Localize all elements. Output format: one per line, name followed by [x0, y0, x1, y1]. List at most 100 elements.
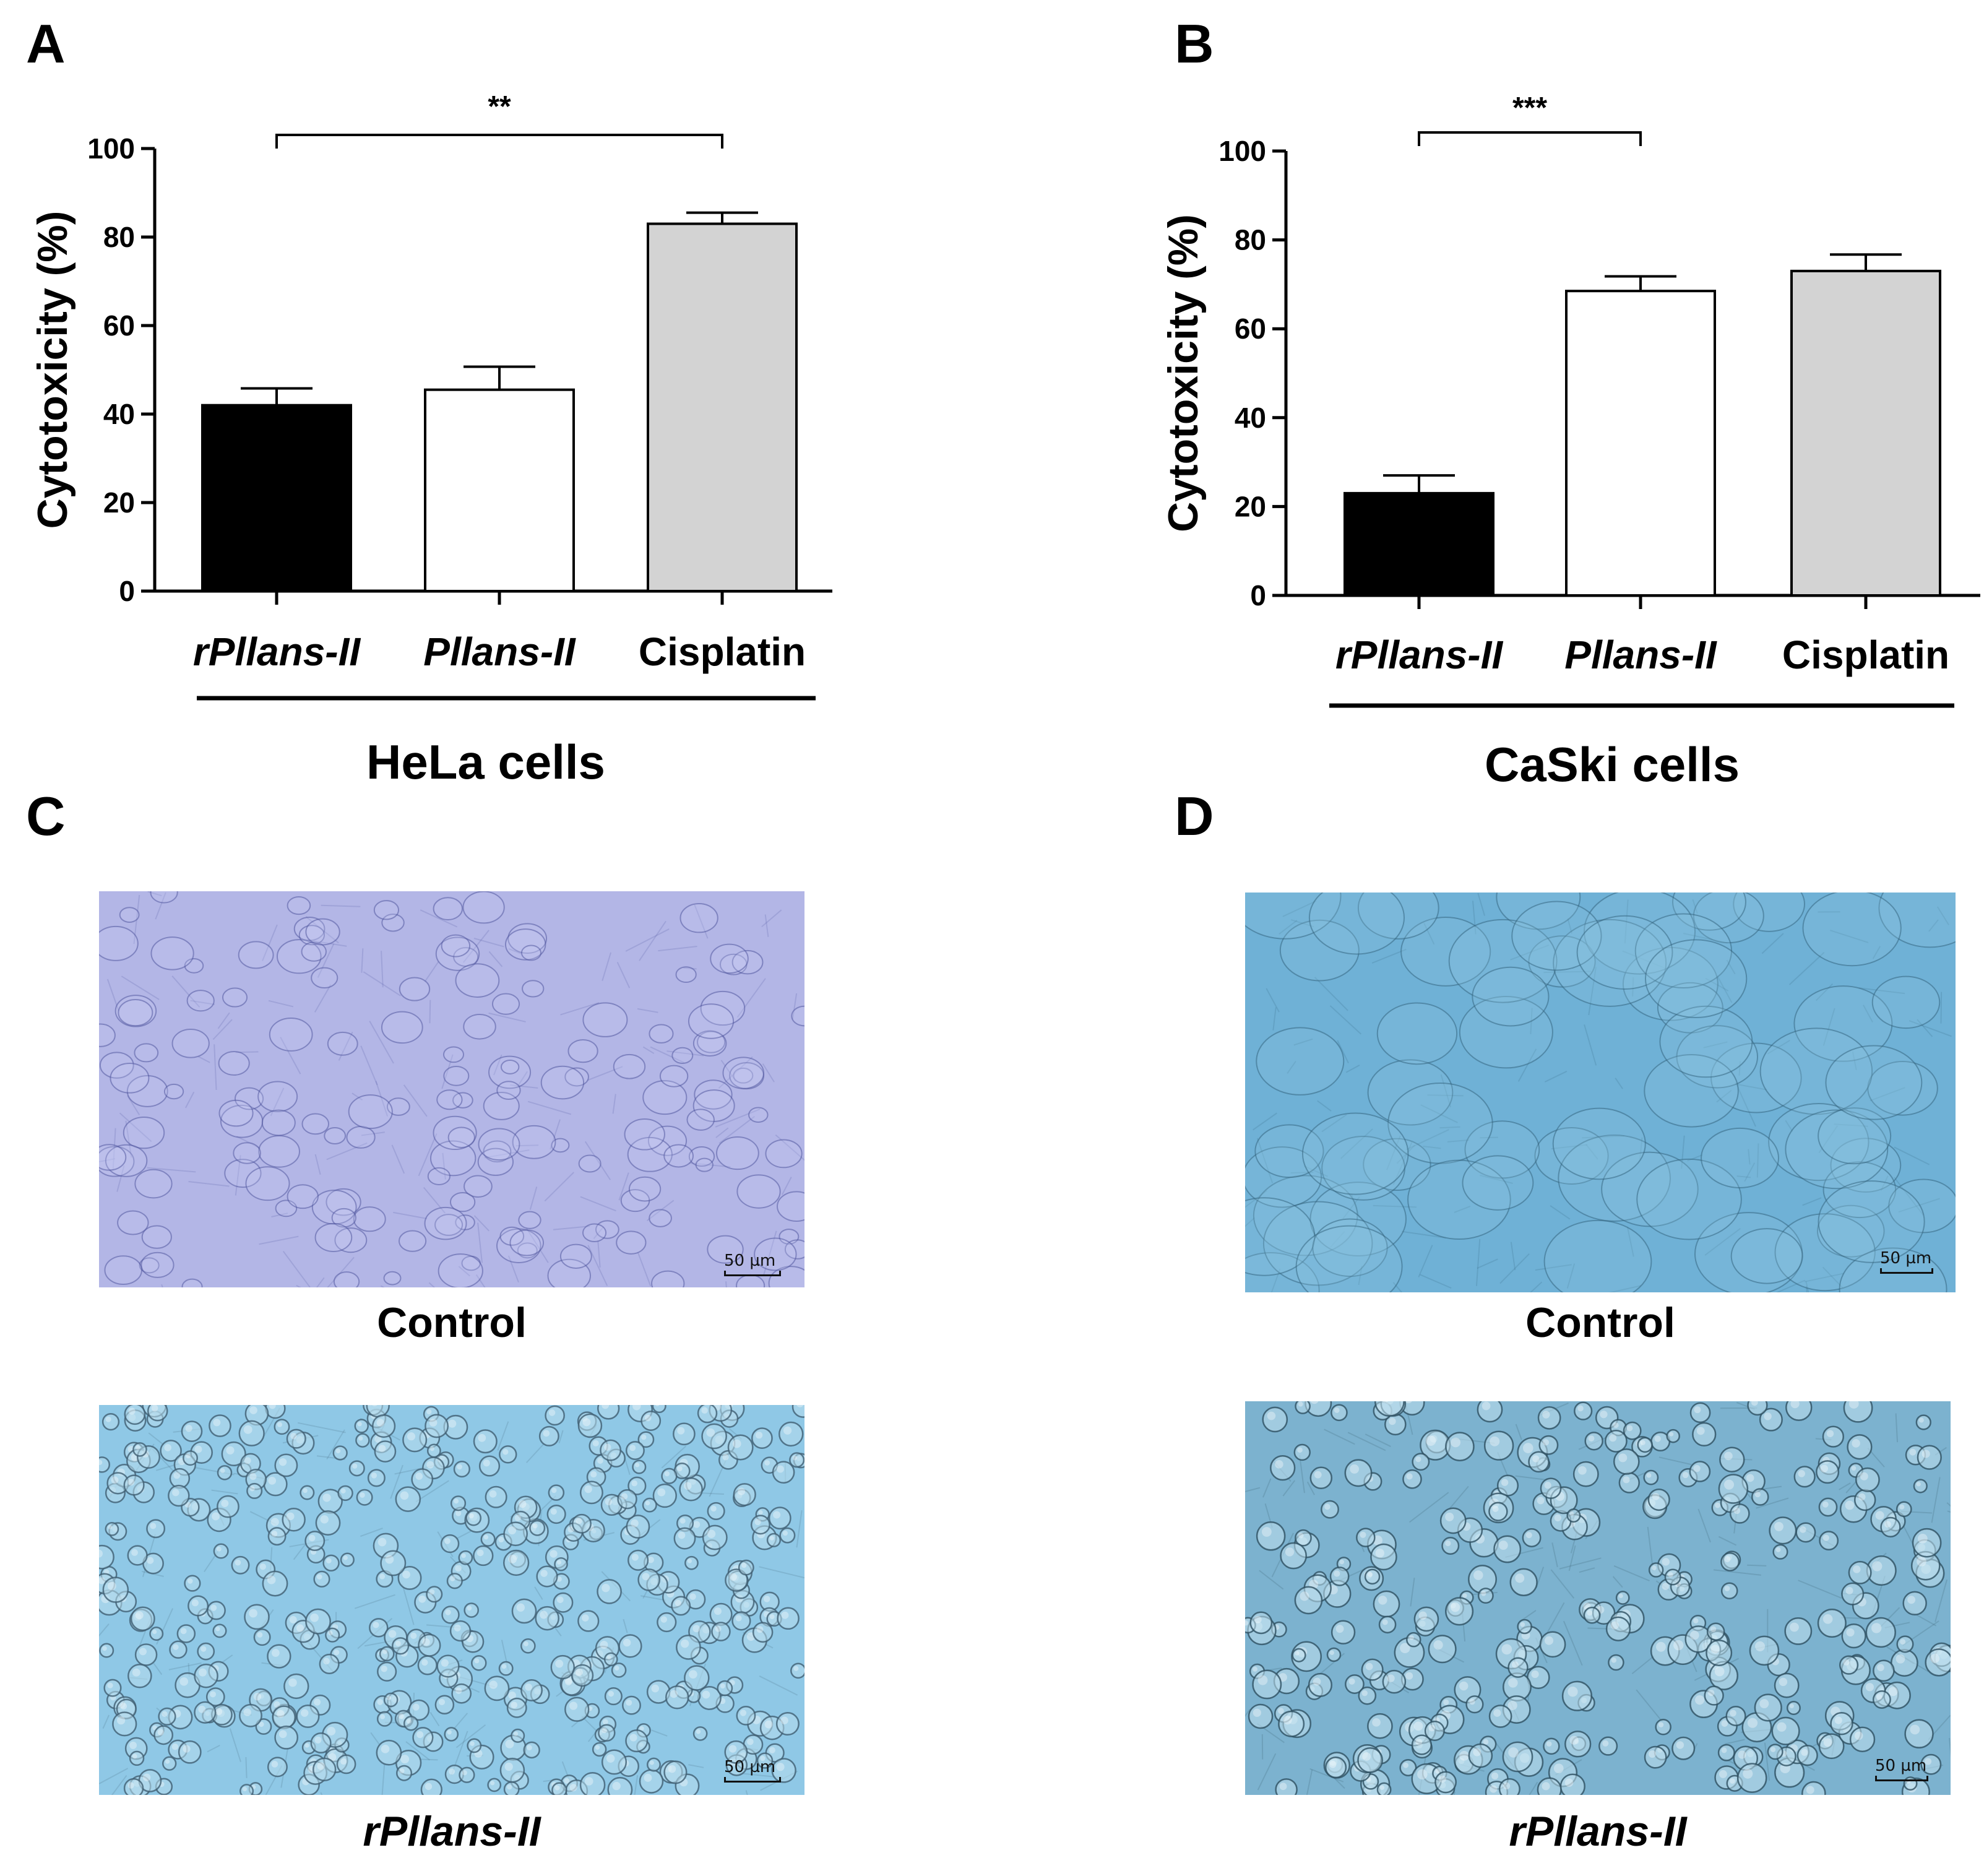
cell: [736, 1174, 781, 1209]
cell-highlight: [210, 1691, 217, 1698]
cell-highlight: [249, 1406, 257, 1414]
cell-highlight: [415, 1472, 423, 1480]
cell-highlight: [606, 1655, 611, 1660]
cell-highlight: [1568, 1687, 1578, 1697]
cell: [777, 1191, 804, 1222]
texture-streak: [1863, 1005, 1873, 1022]
texture-streak: [1880, 1175, 1889, 1191]
cell: [433, 1115, 477, 1151]
cell-highlight: [1372, 1718, 1381, 1727]
texture-streak: [1608, 1285, 1641, 1292]
cell-highlight: [173, 1644, 179, 1650]
cell-highlight: [1871, 1623, 1882, 1633]
cell: [1262, 1406, 1288, 1433]
cell-highlight: [763, 1596, 770, 1602]
cell-highlight: [461, 1553, 466, 1558]
cell-highlight: [1694, 1695, 1705, 1705]
cell-highlight: [131, 1549, 138, 1556]
cell: [1537, 1406, 1561, 1430]
cell: [1644, 939, 1748, 1019]
cell: [104, 1255, 142, 1286]
cell-highlight: [449, 1768, 455, 1775]
texture-streak: [1405, 1129, 1449, 1151]
texture-streak: [455, 1531, 472, 1540]
cell: [1483, 1430, 1514, 1461]
texture-streak: [558, 1430, 564, 1443]
cell: [383, 1271, 402, 1286]
cell: [383, 1692, 399, 1708]
cell-highlight: [1790, 1622, 1799, 1632]
texture-streak: [1551, 1144, 1588, 1150]
cell-highlight: [253, 1693, 262, 1701]
cell: [158, 1707, 176, 1726]
cell-highlight: [1334, 1407, 1340, 1413]
cell-highlight: [1482, 1401, 1491, 1411]
cell: [255, 1718, 272, 1735]
cell: [777, 1607, 800, 1630]
cell: [441, 934, 471, 957]
texture-streak: [1517, 1048, 1537, 1082]
texture-streak: [1423, 923, 1435, 945]
cell: [727, 1434, 754, 1461]
cell-highlight: [1826, 1430, 1834, 1437]
cell-highlight: [1378, 1596, 1387, 1605]
texture-streak: [1408, 1492, 1449, 1523]
texture-streak: [525, 1227, 549, 1263]
cell: [477, 1148, 514, 1176]
cell-highlight: [1569, 1511, 1574, 1516]
texture-streak: [442, 1152, 446, 1180]
cell-highlight: [1508, 1678, 1518, 1688]
cell-highlight: [1578, 1466, 1587, 1475]
cell-highlight: [1800, 1526, 1806, 1533]
cell-highlight: [714, 1607, 722, 1615]
cell-highlight: [602, 1583, 610, 1593]
texture-streak: [1293, 1038, 1313, 1046]
cell: [695, 1157, 714, 1172]
cell: [1786, 1701, 1801, 1715]
cell: [207, 1601, 226, 1620]
cell: [1818, 1733, 1845, 1760]
cell: [688, 1003, 735, 1039]
cell: [1733, 893, 1806, 932]
cell-highlight: [1253, 1666, 1258, 1672]
cell: [1376, 1782, 1392, 1795]
cell: [312, 1757, 337, 1782]
cell-highlight: [582, 1418, 591, 1427]
cell: [545, 1405, 565, 1426]
texture-streak: [1735, 1082, 1756, 1127]
cell-highlight: [376, 1419, 384, 1427]
texture-streak: [147, 1167, 196, 1173]
panel-label-b: B: [1175, 13, 1214, 74]
texture-streak: [510, 1084, 538, 1089]
cell-highlight: [1673, 1640, 1684, 1651]
cell: [376, 1711, 393, 1727]
cell-highlight: [335, 1448, 341, 1454]
texture-streak: [484, 1149, 530, 1159]
cell: [222, 987, 248, 1008]
texture-streak: [171, 975, 201, 1008]
cell: [1448, 919, 1558, 1003]
cell: [1370, 1543, 1397, 1571]
texture-streak: [1804, 1273, 1844, 1282]
cell-highlight: [657, 1488, 666, 1497]
cell: [1576, 915, 1673, 990]
cell: [99, 1144, 127, 1171]
cell: [692, 1726, 708, 1741]
cell-highlight: [635, 1463, 640, 1468]
cell: [101, 1412, 120, 1431]
cell-highlight: [386, 1695, 392, 1700]
cell: [1818, 1497, 1838, 1517]
cell-highlight: [1546, 1741, 1552, 1747]
cell: [738, 1559, 754, 1576]
cell: [611, 1662, 627, 1678]
cell: [450, 1495, 467, 1511]
cell-highlight: [326, 1558, 332, 1563]
cell: [484, 1675, 510, 1701]
cell: [283, 1673, 309, 1700]
cell: [673, 1527, 696, 1550]
bar: [1790, 269, 1941, 597]
cell-highlight: [352, 1463, 358, 1469]
cell: [642, 1497, 657, 1513]
cell: [577, 1610, 600, 1632]
cell: [1774, 1672, 1800, 1698]
